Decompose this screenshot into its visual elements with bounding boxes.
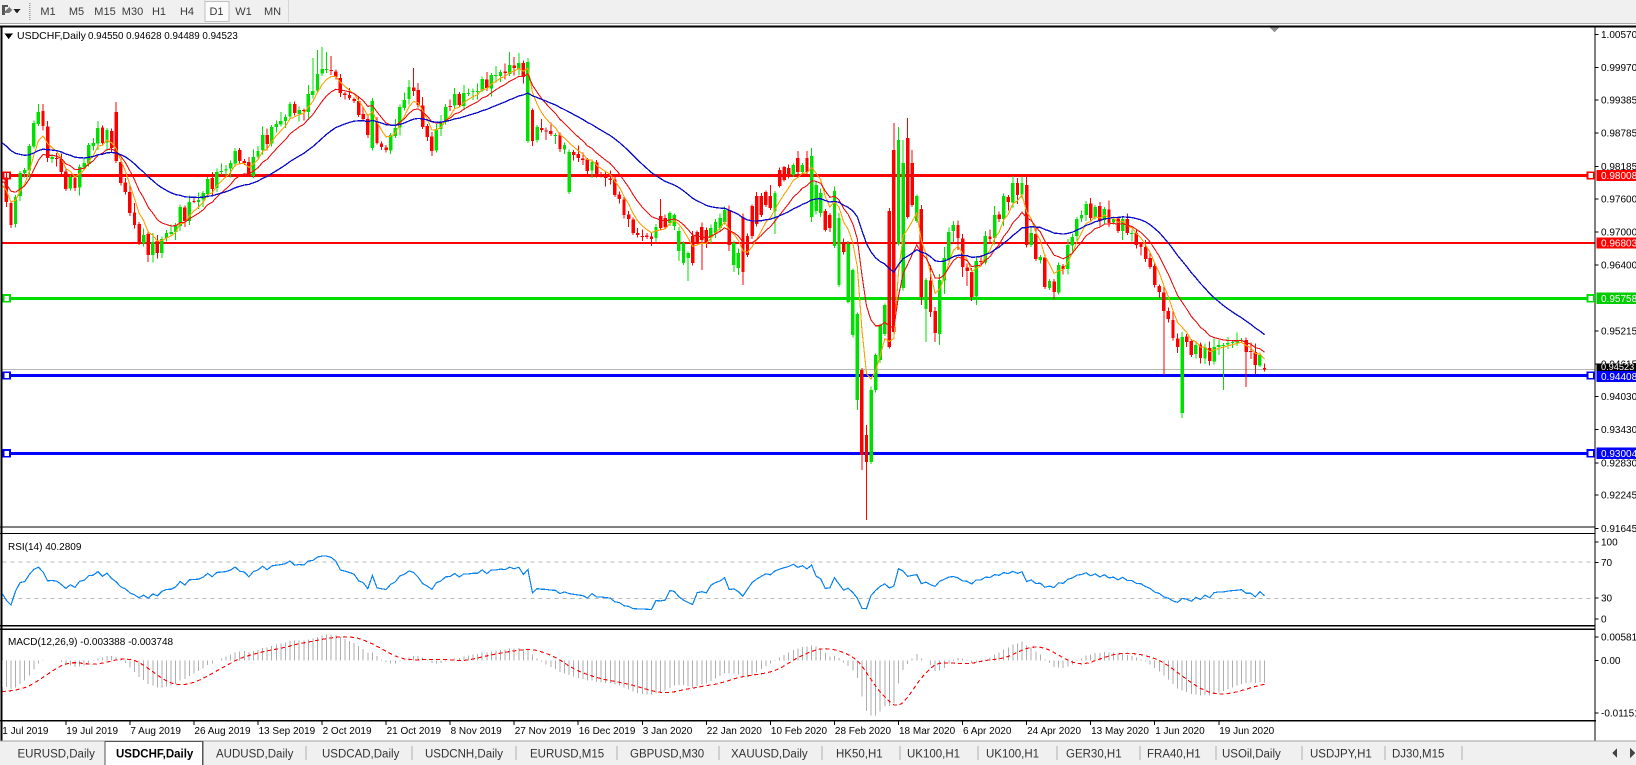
svg-text:UK100,H1: UK100,H1 [986, 749, 1039, 761]
svg-text:1 Jun 2020: 1 Jun 2020 [1155, 726, 1205, 737]
svg-text:H1: H1 [152, 6, 166, 18]
svg-text:27 Nov 2019: 27 Nov 2019 [515, 726, 572, 737]
svg-text:0.96400: 0.96400 [1601, 261, 1636, 272]
svg-text:18 Mar 2020: 18 Mar 2020 [899, 726, 956, 737]
svg-text:DJ30,M15: DJ30,M15 [1392, 749, 1444, 761]
svg-text:EURUSD,Daily: EURUSD,Daily [18, 749, 96, 761]
svg-text:19 Jul 2019: 19 Jul 2019 [66, 726, 118, 737]
svg-text:0.99385: 0.99385 [1601, 96, 1636, 107]
svg-text:GBPUSD,M30: GBPUSD,M30 [630, 749, 704, 761]
svg-text:0.93430: 0.93430 [1601, 425, 1636, 436]
svg-text:FRA40,H1: FRA40,H1 [1147, 749, 1201, 761]
svg-text:EURUSD,M15: EURUSD,M15 [530, 749, 604, 761]
svg-text:0.95758: 0.95758 [1601, 294, 1636, 305]
svg-text:M15: M15 [94, 6, 115, 18]
svg-text:0.91645: 0.91645 [1601, 524, 1636, 535]
svg-text:13 May 2020: 13 May 2020 [1091, 726, 1149, 737]
svg-text:0.99970: 0.99970 [1601, 63, 1636, 74]
svg-text:USDCHF,Daily: USDCHF,Daily [17, 30, 87, 42]
svg-text:0.92245: 0.92245 [1601, 491, 1636, 502]
svg-text:0.94523: 0.94523 [1601, 362, 1634, 372]
svg-text:AUDUSD,Daily: AUDUSD,Daily [216, 749, 294, 761]
svg-text:10 Feb 2020: 10 Feb 2020 [771, 726, 828, 737]
svg-text:MACD(12,26,9) -0.003388 -0.003: MACD(12,26,9) -0.003388 -0.003748 [8, 637, 174, 648]
svg-text:0.005818: 0.005818 [1601, 632, 1636, 643]
svg-text:0.94550 0.94628 0.94489 0.9452: 0.94550 0.94628 0.94489 0.94523 [88, 31, 238, 42]
svg-text:0.97600: 0.97600 [1601, 194, 1636, 205]
svg-text:M30: M30 [122, 6, 143, 18]
svg-text:0.93004: 0.93004 [1601, 449, 1636, 460]
svg-text:M5: M5 [69, 6, 84, 18]
svg-text:0.98008: 0.98008 [1601, 171, 1636, 182]
svg-text:USDCAD,Daily: USDCAD,Daily [322, 749, 400, 761]
svg-text:USDJPY,H1: USDJPY,H1 [1310, 749, 1372, 761]
svg-text:RSI(14) 40.2809: RSI(14) 40.2809 [8, 542, 82, 553]
svg-text:-0.011514: -0.011514 [1601, 708, 1636, 719]
svg-text:0.92830: 0.92830 [1601, 458, 1636, 469]
svg-text:22 Jan 2020: 22 Jan 2020 [707, 726, 762, 737]
svg-text:GER30,H1: GER30,H1 [1066, 749, 1122, 761]
svg-text:XAUUSD,Daily: XAUUSD,Daily [731, 749, 808, 761]
svg-text:M1: M1 [40, 6, 55, 18]
svg-text:100: 100 [1601, 538, 1618, 549]
svg-text:0.94408: 0.94408 [1601, 372, 1636, 383]
svg-text:6 Apr 2020: 6 Apr 2020 [963, 726, 1012, 737]
svg-text:28 Feb 2020: 28 Feb 2020 [835, 726, 892, 737]
svg-text:0.97000: 0.97000 [1601, 228, 1636, 239]
svg-text:13 Sep 2019: 13 Sep 2019 [259, 726, 316, 737]
svg-text:USOil,Daily: USOil,Daily [1222, 749, 1281, 761]
svg-text:0.98185: 0.98185 [1601, 162, 1636, 173]
svg-text:1.00570: 1.00570 [1601, 30, 1636, 41]
svg-text:USDCNH,Daily: USDCNH,Daily [425, 749, 503, 761]
svg-text:0.98785: 0.98785 [1601, 129, 1636, 140]
svg-text:70: 70 [1601, 558, 1613, 569]
svg-text:W1: W1 [235, 6, 252, 18]
svg-text:H4: H4 [180, 6, 194, 18]
svg-text:2 Oct 2019: 2 Oct 2019 [323, 726, 372, 737]
svg-text:0.94030: 0.94030 [1601, 392, 1636, 403]
svg-text:0.96803: 0.96803 [1601, 239, 1636, 250]
svg-text:3 Jan 2020: 3 Jan 2020 [643, 726, 693, 737]
svg-text:0.00: 0.00 [1601, 656, 1621, 667]
svg-text:USDCHF,Daily: USDCHF,Daily [116, 749, 194, 761]
svg-text:19 Jun 2020: 19 Jun 2020 [1219, 726, 1274, 737]
svg-text:8 Nov 2019: 8 Nov 2019 [451, 726, 503, 737]
svg-text:24 Apr 2020: 24 Apr 2020 [1027, 726, 1081, 737]
svg-text:7 Aug 2019: 7 Aug 2019 [130, 726, 181, 737]
svg-text:MN: MN [264, 6, 281, 18]
svg-text:21 Oct 2019: 21 Oct 2019 [387, 726, 442, 737]
svg-text:UK100,H1: UK100,H1 [907, 749, 960, 761]
svg-text:16 Dec 2019: 16 Dec 2019 [579, 726, 636, 737]
svg-text:0: 0 [1601, 615, 1607, 626]
svg-text:HK50,H1: HK50,H1 [836, 749, 883, 761]
svg-text:1 Jul 2019: 1 Jul 2019 [2, 726, 49, 737]
svg-text:26 Aug 2019: 26 Aug 2019 [194, 726, 251, 737]
svg-text:0.95215: 0.95215 [1601, 326, 1636, 337]
svg-text:D1: D1 [209, 6, 223, 18]
svg-text:30: 30 [1601, 594, 1613, 605]
